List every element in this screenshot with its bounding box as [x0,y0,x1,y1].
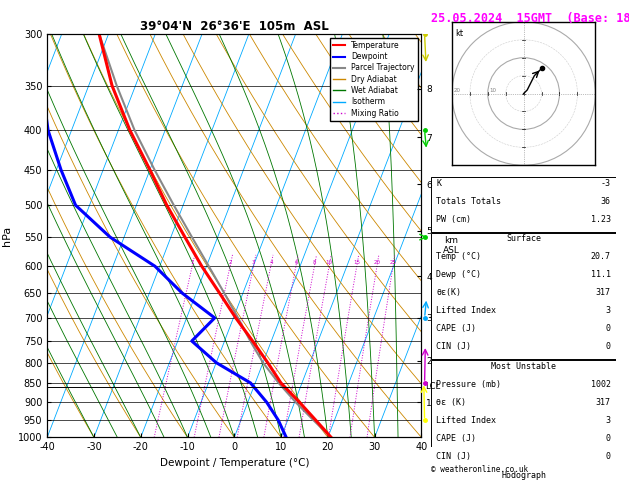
Text: 11.1: 11.1 [591,270,611,279]
Text: 1002: 1002 [591,380,611,389]
Text: CIN (J): CIN (J) [437,452,471,461]
Text: 0: 0 [606,452,611,461]
Text: Totals Totals: Totals Totals [437,197,501,206]
Text: 10: 10 [489,88,496,93]
Text: Temp (°C): Temp (°C) [437,252,481,261]
Text: 20: 20 [374,260,381,265]
Text: CAPE (J): CAPE (J) [437,434,476,443]
Text: Dewp (°C): Dewp (°C) [437,270,481,279]
Text: 1: 1 [191,260,194,265]
Text: LCL: LCL [425,382,440,391]
X-axis label: Dewpoint / Temperature (°C): Dewpoint / Temperature (°C) [160,458,309,468]
Text: 2: 2 [228,260,232,265]
Text: 6: 6 [294,260,298,265]
Text: 317: 317 [596,288,611,297]
Text: θε (K): θε (K) [437,398,467,407]
Text: CAPE (J): CAPE (J) [437,324,476,333]
Text: CIN (J): CIN (J) [437,343,471,351]
Text: 1.23: 1.23 [591,215,611,224]
Y-axis label: km
ASL: km ASL [443,236,460,255]
Title: 39°04'N  26°36'E  105m  ASL: 39°04'N 26°36'E 105m ASL [140,20,329,33]
Text: 8: 8 [313,260,316,265]
Text: 20.7: 20.7 [591,252,611,261]
Text: 20: 20 [454,88,461,93]
Text: kt: kt [455,29,464,38]
Text: 3: 3 [606,306,611,315]
Text: θε(K): θε(K) [437,288,462,297]
Text: 25: 25 [389,260,397,265]
Text: Most Unstable: Most Unstable [491,362,556,371]
Text: 4: 4 [269,260,273,265]
Text: 0: 0 [606,343,611,351]
Text: K: K [437,179,442,188]
Text: 317: 317 [596,398,611,407]
Text: Pressure (mb): Pressure (mb) [437,380,501,389]
Text: 36: 36 [601,197,611,206]
Text: 0: 0 [606,324,611,333]
Text: PW (cm): PW (cm) [437,215,471,224]
Text: 0: 0 [606,434,611,443]
Legend: Temperature, Dewpoint, Parcel Trajectory, Dry Adiabat, Wet Adiabat, Isotherm, Mi: Temperature, Dewpoint, Parcel Trajectory… [330,38,418,121]
Text: 3: 3 [252,260,255,265]
Text: © weatheronline.co.uk: © weatheronline.co.uk [431,465,528,474]
Text: 10: 10 [326,260,333,265]
Text: 3: 3 [606,416,611,425]
Text: -3: -3 [601,179,611,188]
Text: 15: 15 [353,260,360,265]
Y-axis label: hPa: hPa [3,226,12,246]
Text: Hodograph: Hodograph [501,471,546,480]
Text: Lifted Index: Lifted Index [437,416,496,425]
Text: Surface: Surface [506,234,541,243]
Text: Lifted Index: Lifted Index [437,306,496,315]
Text: 25.05.2024  15GMT  (Base: 18): 25.05.2024 15GMT (Base: 18) [431,12,629,25]
